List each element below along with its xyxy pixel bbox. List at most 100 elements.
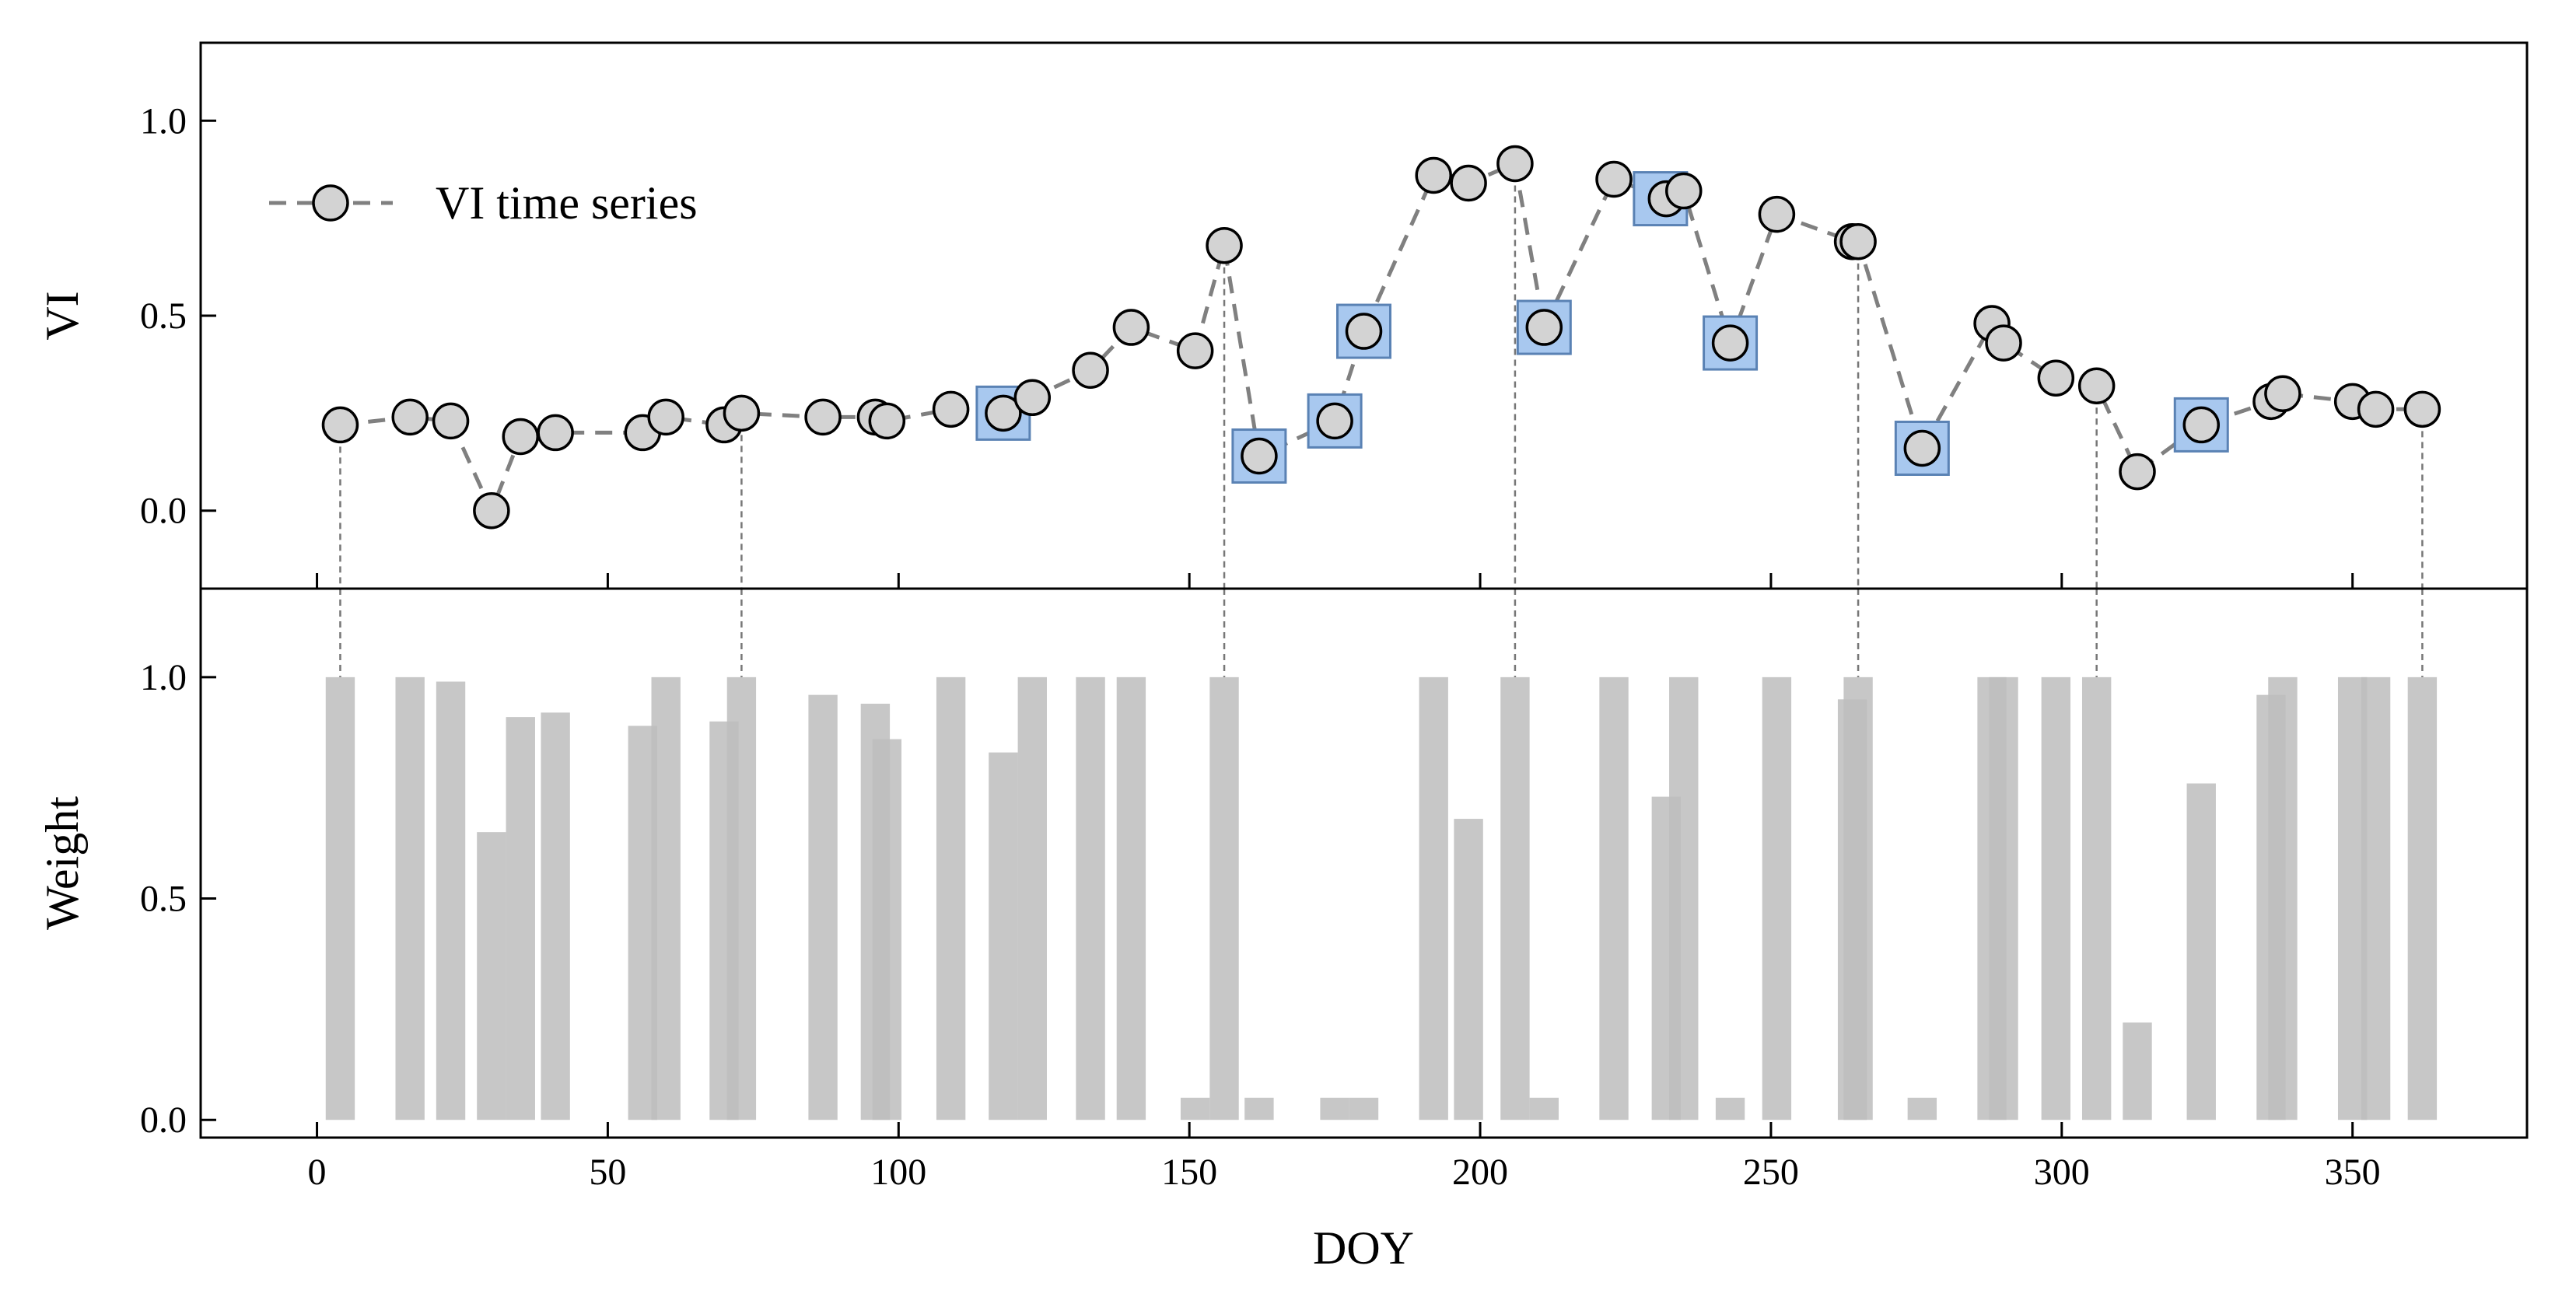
weight-bar	[1180, 1097, 1210, 1120]
weight-y-tick-label: 1.0	[140, 657, 187, 698]
weight-bar	[936, 676, 966, 1120]
vi-point	[2264, 375, 2301, 413]
weight-bar	[1500, 676, 1530, 1120]
vi-point	[1345, 313, 1383, 350]
weight-bar	[2081, 676, 2112, 1120]
vi-point	[2357, 390, 2395, 428]
doy-x-tick-label: 100	[870, 1152, 926, 1193]
weight-bar	[808, 694, 838, 1120]
weight-bar	[2361, 676, 2391, 1120]
vi-y-tick-label: 0.0	[140, 491, 187, 532]
doy-x-tick-label: 350	[2325, 1152, 2381, 1193]
vi-point	[1758, 195, 1796, 233]
vi-point	[321, 406, 359, 444]
weight-bar	[1715, 1097, 1745, 1120]
weight-y-axis-title: Weight	[37, 796, 88, 930]
vi-point	[1839, 222, 1877, 260]
x-axis-title: DOY	[1313, 1222, 1414, 1274]
vi-point	[985, 394, 1022, 432]
vi-point	[1112, 309, 1150, 346]
doy-x-tick-label: 200	[1452, 1152, 1508, 1193]
weight-bar	[2407, 676, 2438, 1120]
vi-point	[473, 491, 510, 530]
weight-bar	[1076, 676, 1105, 1120]
doy-x-tick-label: 300	[2034, 1152, 2090, 1193]
vi-point	[1241, 437, 1278, 475]
doy-x-tick-label: 250	[1743, 1152, 1799, 1193]
vi-point	[432, 402, 470, 440]
weight-bar	[1989, 676, 2018, 1120]
vi-y-axis: 0.0 0.5 1.0	[140, 100, 216, 532]
weight-bar	[2123, 1022, 2152, 1120]
vi-point	[1525, 309, 1563, 346]
legend-label: VI time series	[436, 177, 698, 229]
vi-point	[647, 398, 684, 436]
vi-point	[723, 394, 761, 432]
weight-bar	[1907, 1097, 1937, 1120]
doy-x-tick-label: 0	[308, 1152, 327, 1193]
vi-point	[1206, 226, 1243, 264]
weight-bar	[2041, 676, 2071, 1120]
weight-bar	[395, 676, 425, 1120]
vi-y-tick-label: 1.0	[140, 100, 187, 142]
doy-x-axis: 0 50 100 150 200 250 300 350	[308, 1122, 2381, 1193]
vi-x-ticks	[316, 573, 2354, 589]
vi-point	[1496, 145, 1534, 183]
vi-point	[2037, 359, 2075, 397]
weight-bar	[2186, 783, 2216, 1120]
vi-point	[1985, 324, 2022, 362]
vi-point	[1450, 164, 1487, 202]
vi-point	[537, 414, 574, 452]
vi-point	[1072, 351, 1109, 389]
legend: VI time series	[269, 177, 698, 229]
weight-bar	[1599, 676, 1629, 1120]
vi-point	[2119, 453, 2156, 491]
weight-bar	[1116, 676, 1146, 1120]
weight-y-axis: 0.0 0.5 1.0	[140, 657, 216, 1141]
weight-bar	[541, 712, 570, 1120]
weight-bar	[872, 739, 902, 1120]
legend-marker-sample	[312, 184, 349, 222]
weight-bar	[436, 681, 466, 1120]
weight-bar	[1244, 1097, 1274, 1120]
weight-bars	[325, 676, 2438, 1120]
vi-point	[2182, 406, 2221, 444]
weight-panel: 0.0 0.5 1.0 0 50 100 150 200 250 300 350	[140, 589, 2438, 1193]
vi-y-tick-label: 0.5	[140, 295, 187, 337]
vi-point	[1013, 379, 1052, 417]
weight-bar	[1529, 1097, 1559, 1120]
vi-point	[2403, 390, 2441, 428]
weight-bar	[1419, 676, 1448, 1120]
vi-point	[1415, 156, 1452, 194]
doy-x-tick-label: 50	[589, 1152, 626, 1193]
vi-point	[391, 398, 429, 436]
doy-x-tick-label: 150	[1161, 1152, 1217, 1193]
weight-bar	[477, 832, 506, 1120]
vi-panel: 0.0 0.5 1.0	[140, 100, 2441, 589]
vi-point	[932, 390, 970, 428]
weight-bar	[2268, 676, 2298, 1120]
vi-point	[1595, 160, 1633, 198]
weight-y-tick-label: 0.0	[140, 1099, 187, 1141]
weight-bar	[726, 676, 757, 1120]
weight-bar	[1669, 676, 1699, 1120]
vi-point	[1903, 429, 1941, 467]
vi-point	[1665, 172, 1703, 210]
vi-point	[1316, 402, 1353, 440]
vi-point	[502, 418, 540, 456]
vi-point	[868, 402, 906, 440]
weight-bar	[1843, 676, 1873, 1120]
weight-bar	[325, 676, 355, 1120]
weight-bar	[651, 676, 681, 1120]
vi-series-points	[321, 145, 2441, 530]
weight-bar	[1209, 676, 1239, 1120]
weight-bar	[1017, 676, 1047, 1120]
plot-frame	[199, 41, 2529, 1139]
vi-point	[1176, 332, 1214, 369]
weight-bar	[506, 717, 535, 1120]
vi-point	[2077, 367, 2116, 405]
vi-point	[1711, 324, 1749, 362]
weight-bar	[1320, 1097, 1349, 1120]
vi-point	[804, 398, 842, 436]
